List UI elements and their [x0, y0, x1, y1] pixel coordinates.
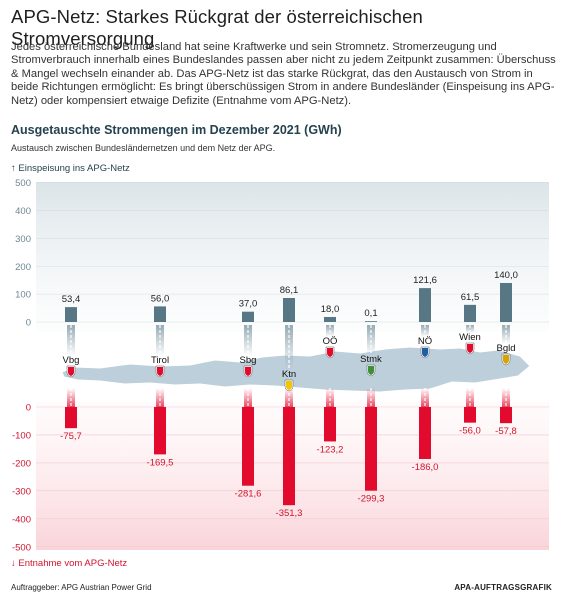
bar-draw-out — [464, 407, 476, 423]
bar-feed-in — [419, 288, 431, 322]
draw-out-label: ↓ Entnahme vom APG-Netz — [11, 558, 128, 569]
connector-down — [367, 388, 375, 407]
value-label-draw-out: -75,7 — [60, 431, 82, 442]
value-label-draw-out: -351,3 — [276, 508, 303, 519]
state-label: NÖ — [418, 336, 432, 347]
state-label: Wien — [459, 332, 481, 343]
state-shield-icon — [243, 365, 253, 378]
state-labels: Vbg Tirol Sbg Ktn OÖ Stmk NÖ Wien Bgld — [63, 332, 516, 380]
chart-subtitle: Austausch zwischen Bundesländernetzen un… — [11, 143, 276, 153]
value-label-draw-out: -56,0 — [459, 426, 481, 437]
connector-down — [67, 388, 75, 407]
y-tick-label: 0 — [26, 403, 31, 414]
chart-title: Ausgetauschte Strommengen im Dezember 20… — [11, 123, 342, 137]
state-label: Ktn — [282, 369, 296, 380]
bar-feed-in — [242, 311, 254, 322]
connector-down — [421, 388, 429, 407]
draw-out-value-labels: -75,7 -169,5 -281,6 -351,3 -123,2 -299,3 -186,… — [60, 426, 517, 520]
state-shields — [66, 342, 511, 392]
bar-draw-out — [283, 407, 295, 506]
y-tick-label: 300 — [15, 234, 31, 245]
connector-down — [156, 388, 164, 407]
bar-draw-out — [242, 407, 254, 486]
state-shield-icon — [284, 379, 294, 392]
value-label-draw-out: -123,2 — [317, 444, 344, 455]
connector-down — [326, 388, 334, 407]
value-label-feed-in: 0,1 — [364, 308, 377, 319]
bar-feed-in — [365, 321, 377, 322]
value-label-feed-in: 18,0 — [321, 304, 340, 315]
y-tick-label: -100 — [12, 430, 31, 441]
connector-up — [466, 325, 474, 333]
state-shield-icon — [155, 365, 165, 378]
bar-draw-out — [154, 407, 166, 455]
state-label: Stmk — [360, 354, 382, 365]
connector-down — [285, 388, 293, 407]
y-tick-label: -500 — [12, 542, 31, 553]
connector-down — [502, 388, 510, 407]
value-label-draw-out: -57,8 — [495, 426, 517, 437]
feed-in-label: ↑ Einspeisung ins APG-Netz — [11, 163, 130, 174]
feed-in-bars — [65, 282, 512, 322]
upper-y-axis: 0 100 200 300 400 500 — [15, 178, 31, 328]
y-tick-label: -300 — [12, 486, 31, 497]
value-label-feed-in: 37,0 — [239, 299, 258, 310]
y-tick-label: -400 — [12, 514, 31, 525]
bar-feed-in — [324, 316, 336, 322]
y-tick-label: 200 — [15, 262, 31, 273]
value-label-feed-in: 140,0 — [494, 270, 518, 281]
state-shield-icon — [325, 346, 335, 359]
y-tick-label: 100 — [15, 290, 31, 301]
value-label-draw-out: -299,3 — [358, 494, 385, 505]
state-shield-icon — [366, 364, 376, 377]
state-label: OÖ — [323, 336, 338, 347]
bar-feed-in — [154, 306, 166, 322]
connector-up — [502, 325, 510, 344]
state-label: Tirol — [151, 355, 169, 366]
bar-draw-out — [500, 407, 512, 424]
value-label-feed-in: 56,0 — [151, 293, 170, 304]
state-shield-icon — [420, 346, 430, 359]
austria-map — [61, 346, 531, 393]
page-title: APG-Netz: Starkes Rückgrat der österreic… — [11, 6, 423, 49]
y-tick-label: -200 — [12, 458, 31, 469]
bar-draw-out — [365, 407, 377, 491]
bar-draw-out — [324, 407, 336, 442]
feed-in-value-labels: 53,4 56,0 37,0 86,1 18,0 0,1 121,6 61,5 140,0 — [62, 270, 518, 319]
bar-draw-out — [65, 407, 77, 429]
state-label: Vbg — [63, 355, 80, 366]
connector-down — [244, 388, 252, 407]
bar-draw-out — [419, 407, 431, 459]
state-label: Bgld — [496, 343, 515, 354]
value-label-feed-in: 53,4 — [62, 294, 81, 305]
state-shield-icon — [465, 342, 475, 355]
state-shield-icon — [501, 353, 511, 366]
value-label-draw-out: -186,0 — [412, 462, 439, 473]
value-label-draw-out: -169,5 — [147, 457, 174, 468]
client-credit: Auftraggeber: APG Austrian Power Grid — [11, 583, 152, 592]
bar-feed-in — [65, 307, 77, 322]
lower-y-axis: 0 -100 -200 -300 -400 -500 — [12, 403, 31, 554]
state-shield-icon — [66, 365, 76, 378]
agency-credit: APA-AUFTRAGSGRAFIK — [454, 583, 552, 592]
value-label-feed-in: 61,5 — [461, 292, 480, 303]
connectors — [67, 325, 510, 407]
bar-feed-in — [500, 282, 512, 322]
bar-feed-in — [283, 298, 295, 322]
value-label-feed-in: 86,1 — [280, 285, 299, 296]
value-label-draw-out: -281,6 — [235, 489, 262, 500]
state-label: Sbg — [240, 355, 257, 366]
y-tick-label: 400 — [15, 206, 31, 217]
value-label-feed-in: 121,6 — [413, 275, 437, 286]
y-tick-label: 0 — [26, 318, 31, 329]
intro-text: Jedes österreichische Bundesland hat sei… — [11, 41, 556, 107]
bar-feed-in — [464, 304, 476, 322]
draw-out-bars — [65, 407, 512, 506]
connector-down — [466, 388, 474, 407]
y-tick-label: 500 — [15, 178, 31, 189]
